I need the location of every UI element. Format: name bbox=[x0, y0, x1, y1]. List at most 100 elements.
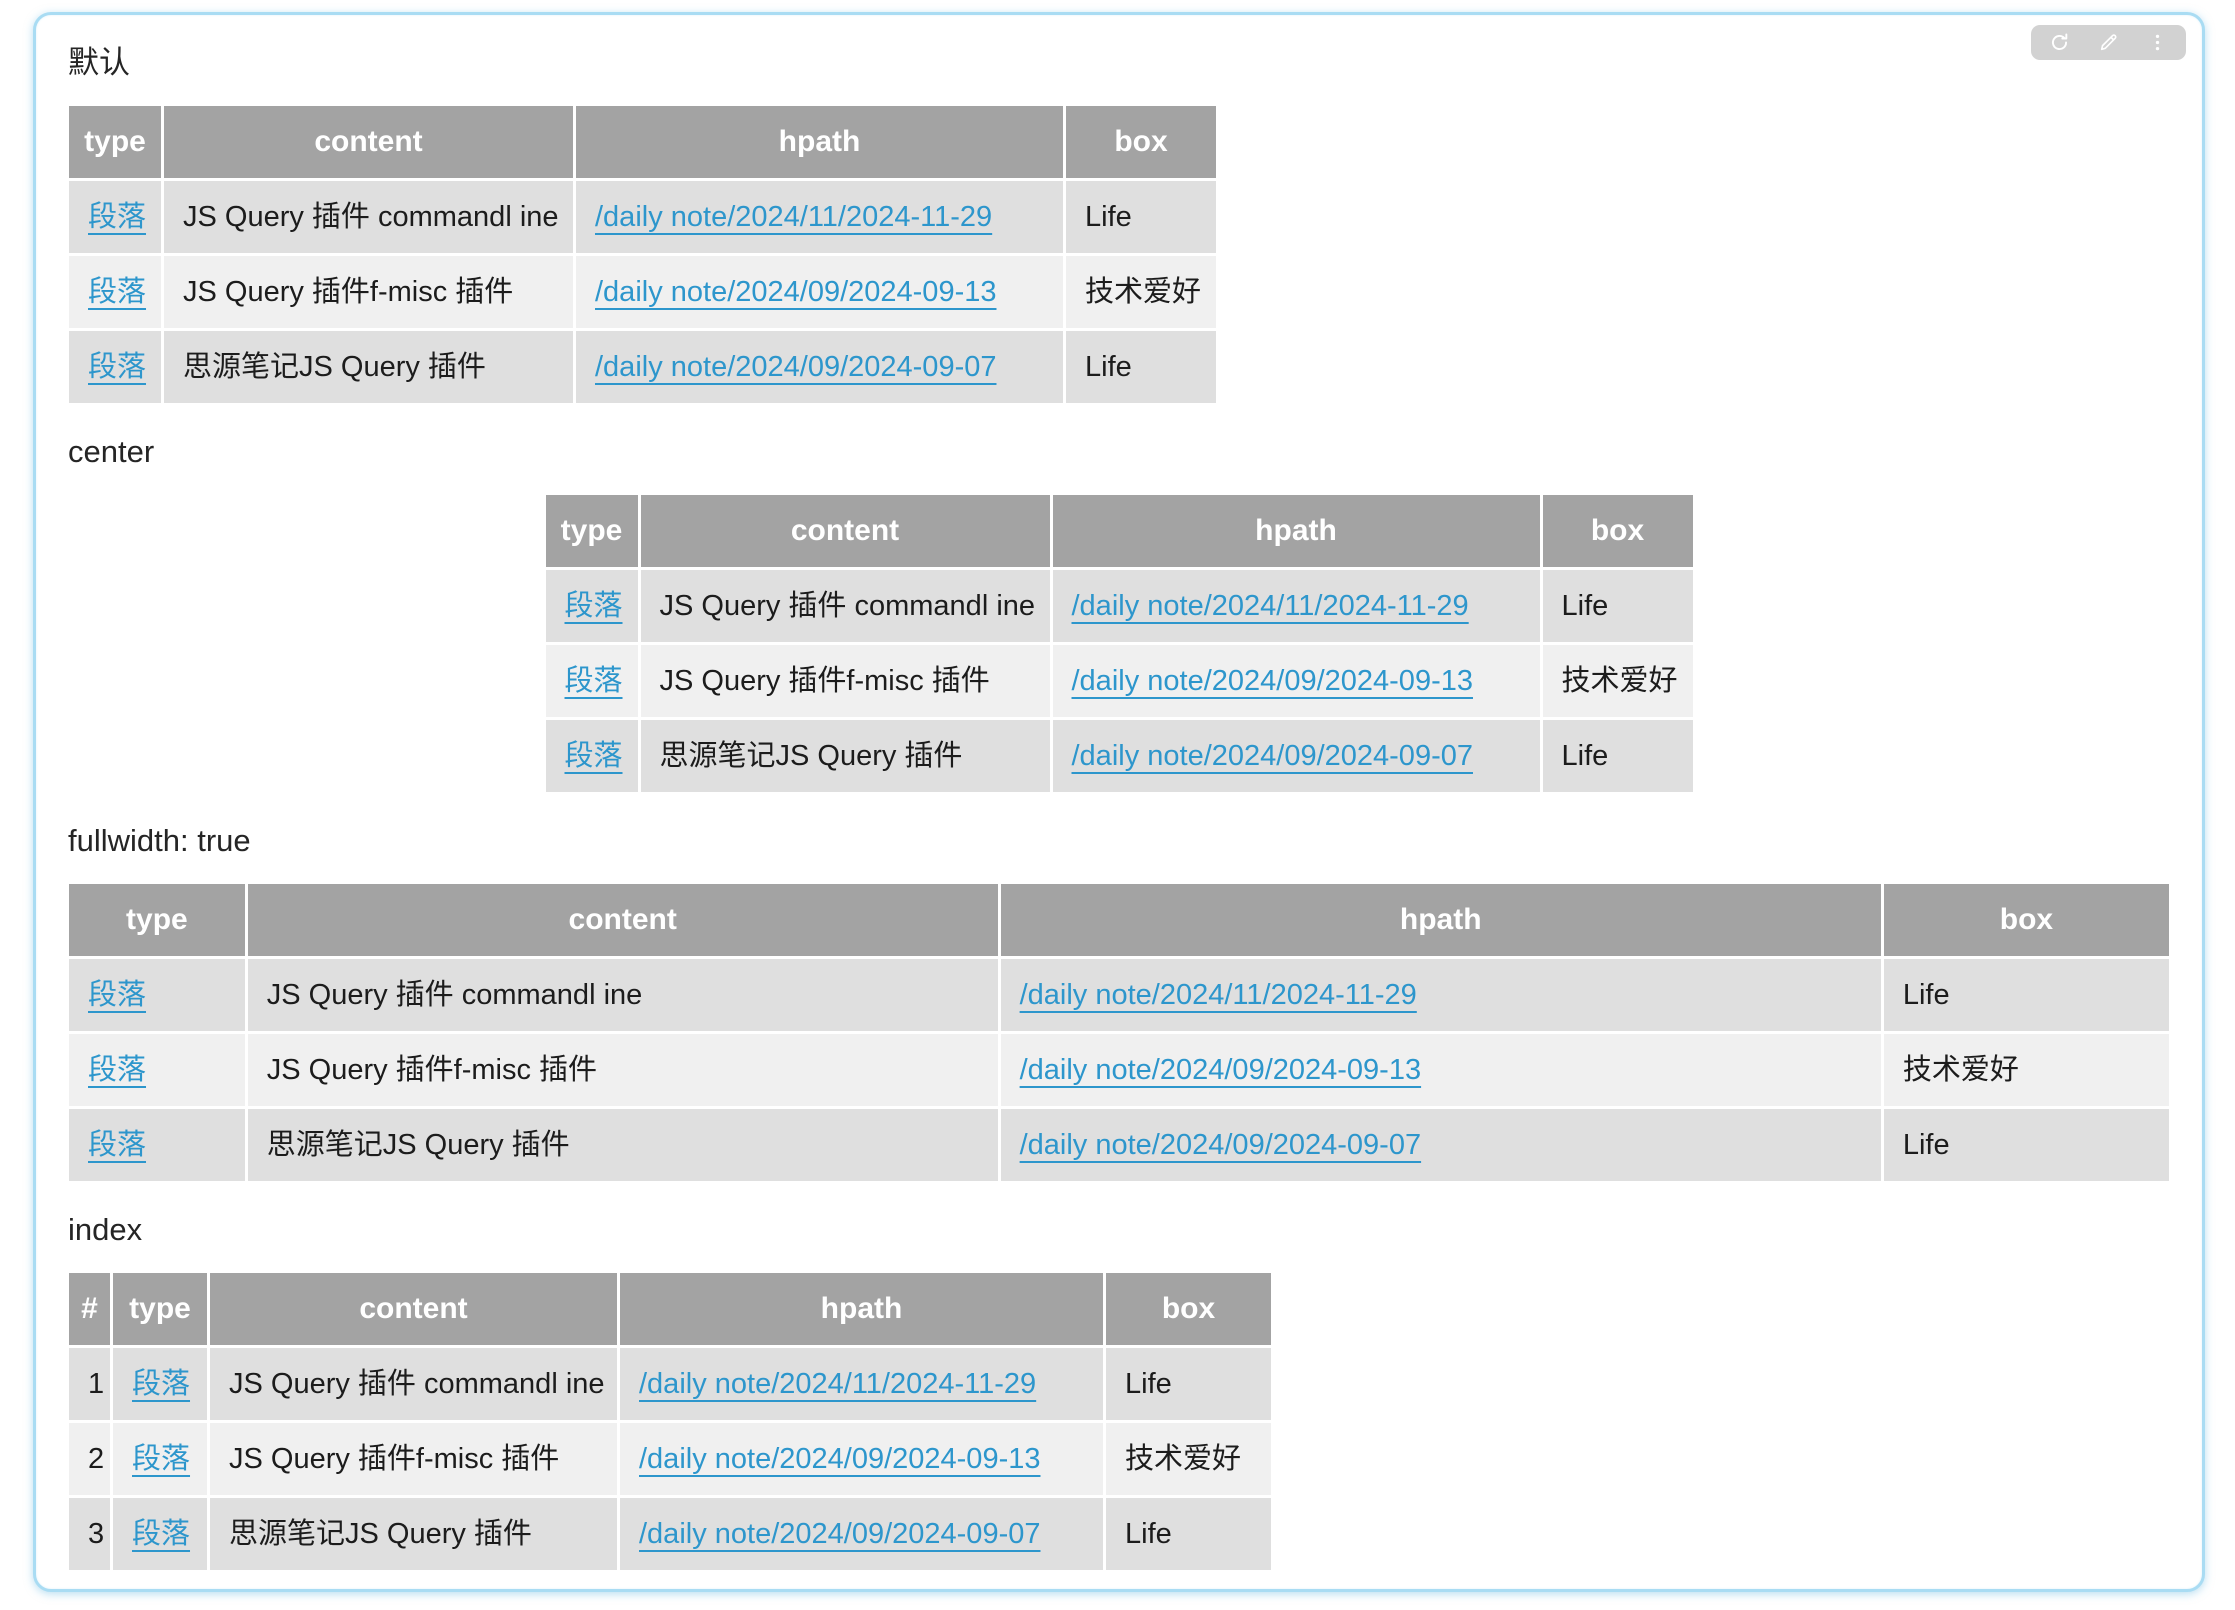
cell-hpath: /daily note/2024/11/2024-11-29 bbox=[997, 956, 1884, 1034]
block-type-link[interactable]: 段落 bbox=[564, 740, 623, 772]
cell-box: Life bbox=[1063, 328, 1219, 406]
column-header-content: content bbox=[637, 492, 1053, 570]
cell-content: JS Query 插件 commandl ine bbox=[637, 567, 1053, 645]
table-row: 段落 JS Query 插件 commandl ine/daily note/20… bbox=[66, 178, 1219, 256]
cell-box: Life bbox=[1880, 956, 2173, 1034]
block-type-link[interactable]: 段落 bbox=[564, 590, 623, 622]
cell-content: JS Query 插件f-misc 插件 bbox=[207, 1420, 620, 1498]
hpath-link[interactable]: /daily note/2024/09/2024-09-07 bbox=[595, 351, 997, 383]
column-header-box: box bbox=[1103, 1270, 1274, 1348]
cell-hpath: /daily note/2024/11/2024-11-29 bbox=[617, 1345, 1106, 1423]
block-type-link[interactable]: 段落 bbox=[132, 1443, 191, 1475]
cell-hpath: /daily note/2024/09/2024-09-07 bbox=[617, 1495, 1106, 1573]
edit-icon[interactable] bbox=[2098, 32, 2119, 53]
column-header-index: # bbox=[66, 1270, 113, 1348]
cell-content: JS Query 插件f-misc 插件 bbox=[161, 253, 576, 331]
hpath-link[interactable]: /daily note/2024/09/2024-09-13 bbox=[639, 1443, 1041, 1475]
cell-box: Life bbox=[1539, 567, 1696, 645]
table-row: 1 段落 JS Query 插件 commandl ine/daily note/2… bbox=[66, 1345, 1274, 1423]
cell-type: 段落 bbox=[542, 717, 641, 795]
cell-hpath: /daily note/2024/09/2024-09-07 bbox=[573, 328, 1066, 406]
cell-content: JS Query 插件f-misc 插件 bbox=[244, 1031, 1001, 1109]
table-row: 2 段落 JS Query 插件f-misc 插件/daily note/2024/… bbox=[66, 1420, 1274, 1498]
cell-type: 段落 bbox=[66, 328, 164, 406]
cell-hpath: /daily note/2024/11/2024-11-29 bbox=[573, 178, 1066, 256]
refresh-icon[interactable] bbox=[2049, 32, 2070, 53]
block-type-link[interactable]: 段落 bbox=[88, 1129, 147, 1161]
block-type-link[interactable]: 段落 bbox=[132, 1518, 191, 1550]
cell-content: JS Query 插件f-misc 插件 bbox=[637, 642, 1053, 720]
cell-box: 技术爱好 bbox=[1103, 1420, 1274, 1498]
cell-type: 段落 bbox=[66, 178, 164, 256]
cell-type: 段落 bbox=[542, 642, 641, 720]
cell-type: 段落 bbox=[542, 567, 641, 645]
cell-content: 思源笔记JS Query 插件 bbox=[207, 1495, 620, 1573]
cell-type: 段落 bbox=[110, 1420, 210, 1498]
block-type-link[interactable]: 段落 bbox=[88, 276, 147, 308]
column-header-content: content bbox=[244, 881, 1001, 959]
block-type-link[interactable]: 段落 bbox=[132, 1368, 191, 1400]
column-header-type: type bbox=[66, 881, 248, 959]
more-icon[interactable] bbox=[2147, 32, 2168, 53]
query-table-center: type content hpath box 段落 JS Query 插件 command… bbox=[542, 492, 1696, 795]
cell-index: 2 bbox=[66, 1420, 113, 1498]
table-row: 段落 JS Query 插件f-misc 插件/daily note/2024/0… bbox=[66, 1031, 2173, 1109]
cell-hpath: /daily note/2024/09/2024-09-13 bbox=[573, 253, 1066, 331]
section-label-fullwidth: fullwidth: true bbox=[68, 823, 251, 858]
hpath-link[interactable]: /daily note/2024/11/2024-11-29 bbox=[595, 201, 993, 233]
hpath-link[interactable]: /daily note/2024/09/2024-09-13 bbox=[1071, 665, 1473, 697]
hpath-link[interactable]: /daily note/2024/09/2024-09-13 bbox=[1019, 1054, 1422, 1086]
column-header-content: content bbox=[207, 1270, 620, 1348]
cell-hpath: /daily note/2024/09/2024-09-07 bbox=[997, 1106, 1884, 1184]
query-table-fullwidth: type content hpath box 段落 JS Query 插件 command… bbox=[66, 881, 2173, 1184]
hpath-link[interactable]: /daily note/2024/09/2024-09-07 bbox=[1019, 1129, 1422, 1161]
query-table-default: type content hpath box 段落 JS Query 插件 command… bbox=[66, 103, 1219, 406]
cell-hpath: /daily note/2024/09/2024-09-13 bbox=[1049, 642, 1543, 720]
hpath-link[interactable]: /daily note/2024/09/2024-09-07 bbox=[1071, 740, 1473, 772]
cell-content: 思源笔记JS Query 插件 bbox=[637, 717, 1053, 795]
cell-box: 技术爱好 bbox=[1539, 642, 1696, 720]
section-label-center: center bbox=[68, 434, 155, 469]
block-type-link[interactable]: 段落 bbox=[88, 979, 147, 1011]
column-header-hpath: hpath bbox=[617, 1270, 1106, 1348]
cell-box: 技术爱好 bbox=[1063, 253, 1219, 331]
cell-box: Life bbox=[1539, 717, 1696, 795]
hpath-link[interactable]: /daily note/2024/11/2024-11-29 bbox=[1071, 590, 1469, 622]
cell-hpath: /daily note/2024/09/2024-09-13 bbox=[617, 1420, 1106, 1498]
section-label-default: 默认 bbox=[68, 45, 130, 80]
table-row: 3 段落 思源笔记JS Query 插件/daily note/2024/09/20… bbox=[66, 1495, 1274, 1573]
hpath-link[interactable]: /daily note/2024/09/2024-09-07 bbox=[639, 1518, 1041, 1550]
cell-content: JS Query 插件 commandl ine bbox=[207, 1345, 620, 1423]
column-header-box: box bbox=[1880, 881, 2173, 959]
column-header-type: type bbox=[66, 103, 164, 181]
table-row: 段落 思源笔记JS Query 插件/daily note/2024/09/202… bbox=[66, 328, 1219, 406]
cell-hpath: /daily note/2024/11/2024-11-29 bbox=[1049, 567, 1543, 645]
block-type-link[interactable]: 段落 bbox=[88, 351, 147, 383]
cell-type: 段落 bbox=[110, 1345, 210, 1423]
cell-box: Life bbox=[1063, 178, 1219, 256]
hpath-link[interactable]: /daily note/2024/11/2024-11-29 bbox=[639, 1368, 1037, 1400]
cell-type: 段落 bbox=[66, 956, 248, 1034]
column-header-hpath: hpath bbox=[573, 103, 1066, 181]
column-header-box: box bbox=[1063, 103, 1219, 181]
block-type-link[interactable]: 段落 bbox=[88, 201, 147, 233]
cell-type: 段落 bbox=[66, 1106, 248, 1184]
column-header-content: content bbox=[161, 103, 576, 181]
cell-content: JS Query 插件 commandl ine bbox=[161, 178, 576, 256]
table-row: 段落 JS Query 插件f-misc 插件/daily note/2024/0… bbox=[66, 253, 1219, 331]
hpath-link[interactable]: /daily note/2024/11/2024-11-29 bbox=[1019, 979, 1417, 1011]
hpath-link[interactable]: /daily note/2024/09/2024-09-13 bbox=[595, 276, 997, 308]
block-type-link[interactable]: 段落 bbox=[88, 1054, 147, 1086]
cell-hpath: /daily note/2024/09/2024-09-13 bbox=[997, 1031, 1884, 1109]
cell-content: 思源笔记JS Query 插件 bbox=[244, 1106, 1001, 1184]
cell-box: Life bbox=[1103, 1495, 1274, 1573]
query-table-index: # type content hpath box 1 段落 JS Query 插件 comma… bbox=[66, 1270, 1274, 1573]
column-header-hpath: hpath bbox=[1049, 492, 1543, 570]
table-row: 段落 JS Query 插件 commandl ine/daily note/20… bbox=[542, 567, 1696, 645]
cell-type: 段落 bbox=[66, 253, 164, 331]
block-type-link[interactable]: 段落 bbox=[564, 665, 623, 697]
cell-content: 思源笔记JS Query 插件 bbox=[161, 328, 576, 406]
table-row: 段落 JS Query 插件f-misc 插件/daily note/2024/0… bbox=[542, 642, 1696, 720]
cell-type: 段落 bbox=[66, 1031, 248, 1109]
query-result-panel: 默认 type content hpath box 段落 JS Query 插件 comma… bbox=[33, 12, 2205, 1592]
